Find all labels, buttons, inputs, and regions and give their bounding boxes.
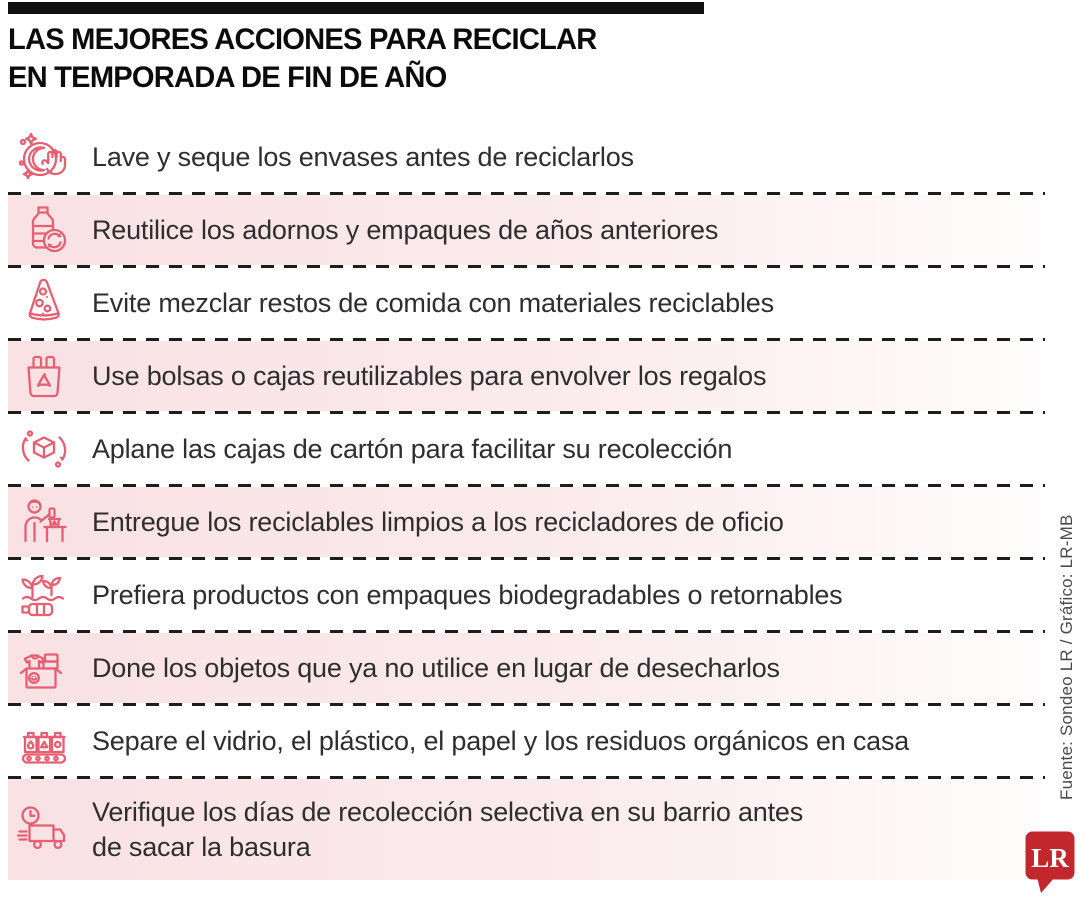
gift-bag-recycle-icon: [27, 355, 61, 398]
list-item-text: Prefiera productos con empaques biodegra…: [92, 579, 843, 610]
biodegradable-icon: [21, 574, 65, 617]
recycler-person-icon: [13, 491, 75, 553]
dashed-divider: [8, 776, 1045, 779]
list-item: Aplane las cajas de cartón para facilita…: [8, 414, 1045, 484]
dashed-divider: [8, 557, 1045, 560]
wash-dish-icon: [13, 126, 75, 188]
waste-separation-icon: [21, 731, 67, 764]
bottle-reuse-icon: [31, 206, 67, 253]
dashed-divider: [8, 338, 1045, 341]
dashed-divider: [8, 265, 1045, 268]
list-item: Entregue los reciclables limpios a los r…: [8, 487, 1045, 557]
list-item-text: Done los objetos que ya no utilice en lu…: [92, 652, 780, 683]
dashed-divider: [8, 630, 1045, 633]
donation-box-icon: [19, 653, 63, 689]
list-item-text: Entregue los reciclables limpios a los r…: [92, 506, 784, 537]
lr-logo-text: LR: [1031, 843, 1069, 873]
pizza-leftovers-icon: [13, 272, 75, 334]
collection-truck-icon: [16, 805, 66, 849]
list-item-text: Verifique los días de recolección select…: [92, 796, 804, 862]
lr-logo: LR: [1024, 830, 1076, 899]
list-item-text: Separe el vidrio, el plástico, el papel …: [92, 725, 910, 756]
collection-truck-icon: [13, 799, 75, 861]
list-item: Verifique los días de recolección select…: [8, 779, 1045, 880]
dashed-divider: [8, 192, 1045, 195]
flatten-box-icon: [13, 418, 75, 480]
list-item: Evite mezclar restos de comida con mater…: [8, 268, 1045, 338]
actions-list: Lave y seque los envases antes de recicl…: [8, 122, 1045, 880]
gift-bag-recycle-icon: [13, 345, 75, 407]
list-item-text: Evite mezclar restos de comida con mater…: [92, 287, 774, 318]
dashed-divider: [8, 703, 1045, 706]
list-item: Reutilice los adornos y empaques de años…: [8, 195, 1045, 265]
list-item-text: Use bolsas o cajas reutilizables para en…: [92, 360, 767, 391]
dashed-divider: [8, 484, 1045, 487]
list-item: Prefiera productos con empaques biodegra…: [8, 560, 1045, 630]
flatten-box-icon: [21, 430, 67, 468]
list-item-text: Lave y seque los envases antes de recicl…: [92, 141, 634, 172]
list-item: Separe el vidrio, el plástico, el papel …: [8, 706, 1045, 776]
waste-separation-icon: [13, 710, 75, 772]
donation-box-icon: [13, 637, 75, 699]
list-item-text: Reutilice los adornos y empaques de años…: [92, 214, 719, 245]
list-item: Done los objetos que ya no utilice en lu…: [8, 633, 1045, 703]
list-item: Use bolsas o cajas reutilizables para en…: [8, 341, 1045, 411]
dashed-divider: [8, 411, 1045, 414]
source-credit: Fuente: Sondeo LR / Gráfico: LR-MB: [1057, 514, 1076, 800]
list-item: Lave y seque los envases antes de recicl…: [8, 122, 1045, 192]
pizza-leftovers-icon: [28, 278, 60, 321]
page-title: LAS MEJORES ACCIONES PARA RECICLAR EN TE…: [8, 23, 597, 94]
list-item-text: Aplane las cajas de cartón para facilita…: [92, 433, 733, 464]
bottle-reuse-icon: [13, 199, 75, 261]
biodegradable-icon: [13, 564, 75, 626]
recycler-person-icon: [24, 499, 67, 543]
top-rule-bar: [8, 2, 704, 14]
wash-dish-icon: [18, 132, 67, 180]
